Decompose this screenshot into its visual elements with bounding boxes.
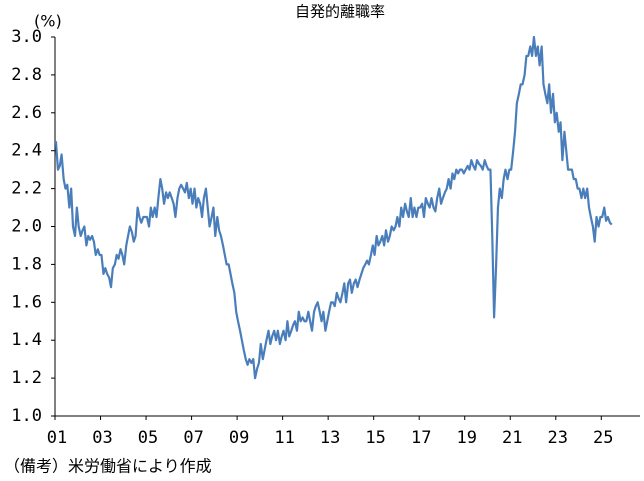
- y-tick-label: 1.6: [11, 292, 42, 312]
- note: （備考）米労働省により作成: [4, 457, 212, 476]
- y-unit: (%): [34, 12, 62, 31]
- x-tick-label: 11: [274, 428, 294, 448]
- y-tick-label: 2.4: [11, 141, 42, 161]
- y-tick-label: 1.4: [11, 330, 42, 350]
- x-tick-label: 13: [320, 428, 340, 448]
- y-tick-label: 2.2: [11, 179, 42, 199]
- x-tick-label: 03: [92, 428, 112, 448]
- x-tick-label: 15: [365, 428, 385, 448]
- y-tick-label: 3.0: [11, 27, 42, 47]
- x-tick-label: 23: [548, 428, 568, 448]
- x-tick-label: 25: [593, 428, 613, 448]
- x-tick-label: 01: [47, 428, 67, 448]
- y-tick-label: 1.2: [11, 368, 42, 388]
- y-tick-label: 2.0: [11, 217, 42, 237]
- x-tick-label: 07: [183, 428, 203, 448]
- y-tick-label: 2.6: [11, 103, 42, 123]
- x-tick-label: 17: [411, 428, 431, 448]
- y-tick-label: 1.8: [11, 254, 42, 274]
- x-tick-label: 19: [456, 428, 476, 448]
- x-tick-label: 05: [138, 428, 158, 448]
- x-tick-label: 21: [502, 428, 522, 448]
- y-tick-label: 2.8: [11, 65, 42, 85]
- chart-title: 自発的離職率: [295, 3, 385, 21]
- x-tick-label: 09: [229, 428, 249, 448]
- line: [54, 35, 613, 380]
- y-tick-label: 1.0: [11, 406, 42, 426]
